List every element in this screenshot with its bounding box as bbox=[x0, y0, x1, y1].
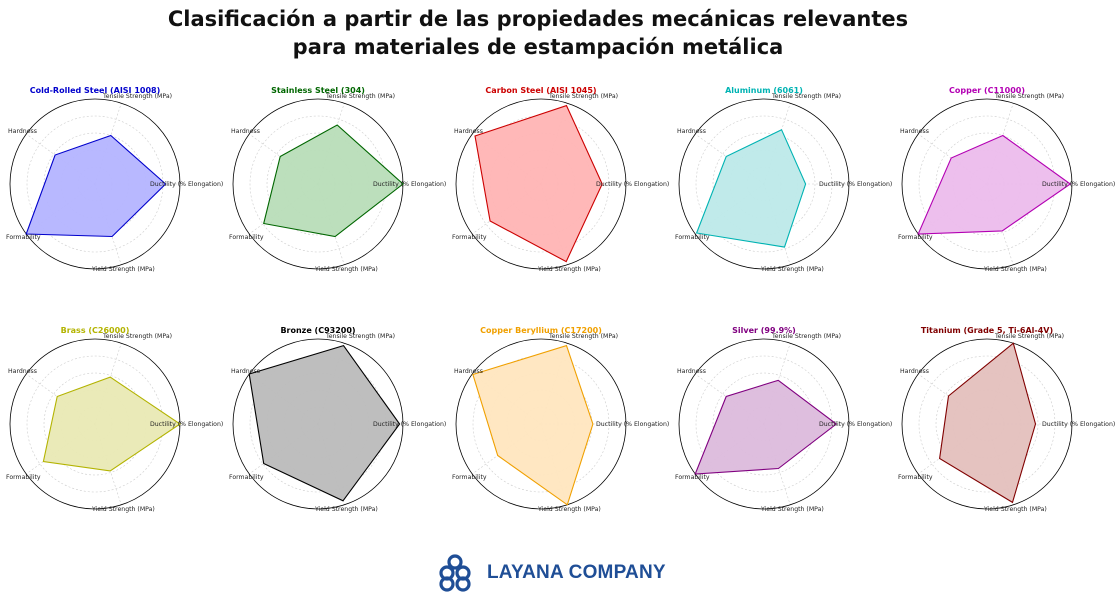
radar-chart: Tensile Strength (MPa) Ductility (% Elong… bbox=[6, 326, 223, 513]
axis-label: Yield Strength (MPa) bbox=[983, 266, 1047, 273]
axis-label: Hardness bbox=[8, 128, 37, 135]
axis-label: Ductility (% Elongation) bbox=[819, 421, 892, 428]
axis-label: Hardness bbox=[900, 368, 929, 375]
axis-label: Hardness bbox=[231, 128, 260, 135]
axis-label: Formability bbox=[675, 474, 710, 481]
axis-label: Tensile Strength (MPa) bbox=[994, 333, 1064, 340]
axis-label: Tensile Strength (MPa) bbox=[548, 333, 618, 340]
radar-chart: Tensile Strength (MPa) Ductility (% Elong… bbox=[898, 326, 1115, 513]
radar-chart-title: Carbon Steel (AISI 1045) bbox=[485, 86, 596, 95]
axis-label: Ductility (% Elongation) bbox=[596, 181, 669, 188]
axis-label: Hardness bbox=[677, 128, 706, 135]
axis-label: Ductility (% Elongation) bbox=[596, 421, 669, 428]
grid-ring bbox=[712, 132, 816, 236]
radar-chart: Tensile Strength (MPa) Ductility (% Elong… bbox=[452, 326, 669, 513]
axis-label: Hardness bbox=[677, 368, 706, 375]
outer-ring bbox=[678, 98, 850, 270]
radar-chart-title: Titanium (Grade 5, Ti-6Al-4V) bbox=[921, 326, 1053, 335]
axis-label: Tensile Strength (MPa) bbox=[771, 333, 841, 340]
axis-label: Formability bbox=[6, 474, 41, 481]
axis-label: Yield Strength (MPa) bbox=[91, 506, 155, 513]
axis-label: Formability bbox=[452, 234, 487, 241]
radar-chart-title: Aluminum (6061) bbox=[725, 86, 803, 95]
radar-chart: Tensile Strength (MPa) Ductility (% Elong… bbox=[898, 86, 1115, 273]
series-area bbox=[917, 134, 1072, 235]
axis-label: Hardness bbox=[454, 368, 483, 375]
radar-chart-title: Stainless Steel (304) bbox=[271, 86, 365, 95]
axis-label: Yield Strength (MPa) bbox=[91, 266, 155, 273]
series-area bbox=[695, 129, 807, 248]
brand-footer: LAYANA COMPANY bbox=[435, 552, 666, 594]
radar-chart-title: Bronze (C93200) bbox=[280, 326, 355, 335]
axis-label: Ductility (% Elongation) bbox=[150, 421, 223, 428]
axis-label: Hardness bbox=[231, 368, 260, 375]
axis-label: Ductility (% Elongation) bbox=[373, 421, 446, 428]
outer-ring bbox=[455, 98, 627, 270]
axis-label: Formability bbox=[898, 234, 933, 241]
axis-label: Tensile Strength (MPa) bbox=[771, 93, 841, 100]
axis-label: Formability bbox=[675, 234, 710, 241]
axis-label: Formability bbox=[229, 234, 264, 241]
layana-logo-icon bbox=[439, 554, 471, 592]
axis-label: Tensile Strength (MPa) bbox=[325, 333, 395, 340]
radar-chart: Tensile Strength (MPa) Ductility (% Elong… bbox=[6, 86, 223, 273]
grid-ring bbox=[935, 372, 1039, 476]
axis-label: Ductility (% Elongation) bbox=[150, 181, 223, 188]
axis-label: Tensile Strength (MPa) bbox=[994, 93, 1064, 100]
radar-chart: Tensile Strength (MPa) Ductility (% Elong… bbox=[452, 86, 669, 273]
radar-chart: Tensile Strength (MPa) Ductility (% Elong… bbox=[229, 326, 446, 513]
series-area bbox=[25, 134, 167, 238]
title-line-1: Clasificación a partir de las propiedade… bbox=[167, 7, 909, 31]
radar-chart: Tensile Strength (MPa) Ductility (% Elong… bbox=[675, 86, 892, 273]
axis-label: Tensile Strength (MPa) bbox=[548, 93, 618, 100]
brand-name: LAYANA COMPANY bbox=[487, 562, 666, 583]
radar-chart-title: Silver (99.9%) bbox=[732, 326, 796, 335]
series-area bbox=[472, 344, 594, 506]
axis-label: Yield Strength (MPa) bbox=[760, 266, 824, 273]
axis-label: Yield Strength (MPa) bbox=[760, 506, 824, 513]
axis-label: Hardness bbox=[900, 128, 929, 135]
axis-label: Ductility (% Elongation) bbox=[1042, 421, 1115, 428]
axis-label: Tensile Strength (MPa) bbox=[325, 93, 395, 100]
series-area bbox=[42, 376, 181, 472]
axis-label: Formability bbox=[452, 474, 487, 481]
axis-label: Formability bbox=[6, 234, 41, 241]
radar-chart-title: Brass (C26000) bbox=[61, 326, 130, 335]
axis-label: Ductility (% Elongation) bbox=[819, 181, 892, 188]
axis-label: Yield Strength (MPa) bbox=[537, 266, 601, 273]
series-area bbox=[263, 124, 404, 238]
outer-ring bbox=[901, 98, 1073, 270]
axis-label: Yield Strength (MPa) bbox=[314, 266, 378, 273]
outer-ring bbox=[9, 98, 181, 270]
axis-label: Ductility (% Elongation) bbox=[373, 181, 446, 188]
outer-ring bbox=[678, 338, 850, 510]
axis-label: Formability bbox=[898, 474, 933, 481]
axis-label: Ductility (% Elongation) bbox=[1042, 181, 1115, 188]
title-line-2: para materiales de estampación metálica bbox=[292, 35, 784, 59]
radar-chart: Tensile Strength (MPa) Ductility (% Elong… bbox=[675, 326, 892, 513]
series-area bbox=[694, 379, 838, 475]
outer-ring bbox=[901, 338, 1073, 510]
radar-chart-title: Cold-Rolled Steel (AISI 1008) bbox=[30, 86, 160, 95]
axis-label: Yield Strength (MPa) bbox=[537, 506, 601, 513]
radar-chart-title: Copper (C11000) bbox=[949, 86, 1025, 95]
radar-chart: Tensile Strength (MPa) Ductility (% Elong… bbox=[229, 86, 446, 273]
axis-label: Tensile Strength (MPa) bbox=[102, 333, 172, 340]
axis-label: Formability bbox=[229, 474, 264, 481]
axis-label: Yield Strength (MPa) bbox=[983, 506, 1047, 513]
outer-ring bbox=[232, 338, 404, 510]
axis-label: Yield Strength (MPa) bbox=[314, 506, 378, 513]
axis-label: Tensile Strength (MPa) bbox=[102, 93, 172, 100]
chart-main-title: Clasificación a partir de las propiedade… bbox=[0, 5, 1076, 61]
radar-chart-title: Copper Beryllium (C17200) bbox=[480, 326, 602, 335]
axis-label: Hardness bbox=[8, 368, 37, 375]
axis-label: Hardness bbox=[454, 128, 483, 135]
series-area bbox=[248, 344, 401, 502]
series-area bbox=[474, 104, 603, 263]
outer-ring bbox=[455, 338, 627, 510]
series-area bbox=[939, 342, 1037, 504]
